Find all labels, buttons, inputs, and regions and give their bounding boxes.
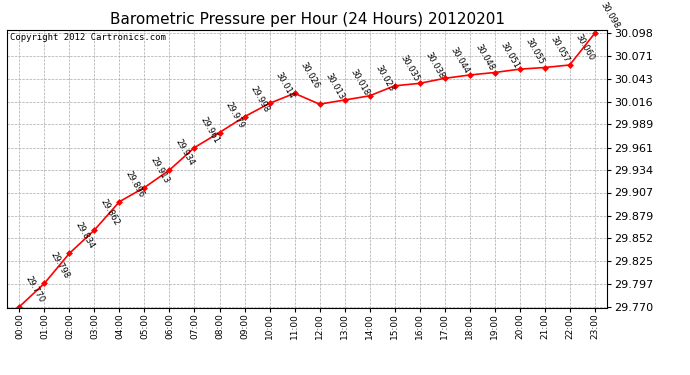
Text: 29.934: 29.934 bbox=[174, 138, 196, 167]
Text: 30.051: 30.051 bbox=[499, 40, 521, 70]
Text: 29.979: 29.979 bbox=[224, 100, 246, 130]
Text: 29.798: 29.798 bbox=[48, 251, 71, 280]
Text: 30.014: 30.014 bbox=[274, 71, 296, 100]
Title: Barometric Pressure per Hour (24 Hours) 20120201: Barometric Pressure per Hour (24 Hours) … bbox=[110, 12, 504, 27]
Text: 29.896: 29.896 bbox=[124, 169, 146, 199]
Text: 30.035: 30.035 bbox=[399, 53, 421, 83]
Text: 30.055: 30.055 bbox=[524, 37, 546, 66]
Text: 30.018: 30.018 bbox=[348, 68, 371, 97]
Text: 30.044: 30.044 bbox=[448, 46, 471, 75]
Text: 30.013: 30.013 bbox=[324, 72, 346, 101]
Text: 29.862: 29.862 bbox=[99, 198, 121, 227]
Text: 30.098: 30.098 bbox=[599, 1, 621, 30]
Text: 29.961: 29.961 bbox=[199, 115, 221, 145]
Text: 29.998: 29.998 bbox=[248, 84, 271, 114]
Text: 30.023: 30.023 bbox=[374, 63, 396, 93]
Text: 29.834: 29.834 bbox=[74, 221, 96, 251]
Text: 30.057: 30.057 bbox=[549, 35, 571, 65]
Text: 30.060: 30.060 bbox=[574, 33, 596, 62]
Text: 30.026: 30.026 bbox=[299, 61, 321, 90]
Text: Copyright 2012 Cartronics.com: Copyright 2012 Cartronics.com bbox=[10, 33, 166, 42]
Text: 29.913: 29.913 bbox=[148, 155, 171, 185]
Text: 30.038: 30.038 bbox=[424, 51, 446, 81]
Text: 29.770: 29.770 bbox=[23, 274, 46, 304]
Text: 30.048: 30.048 bbox=[474, 42, 496, 72]
